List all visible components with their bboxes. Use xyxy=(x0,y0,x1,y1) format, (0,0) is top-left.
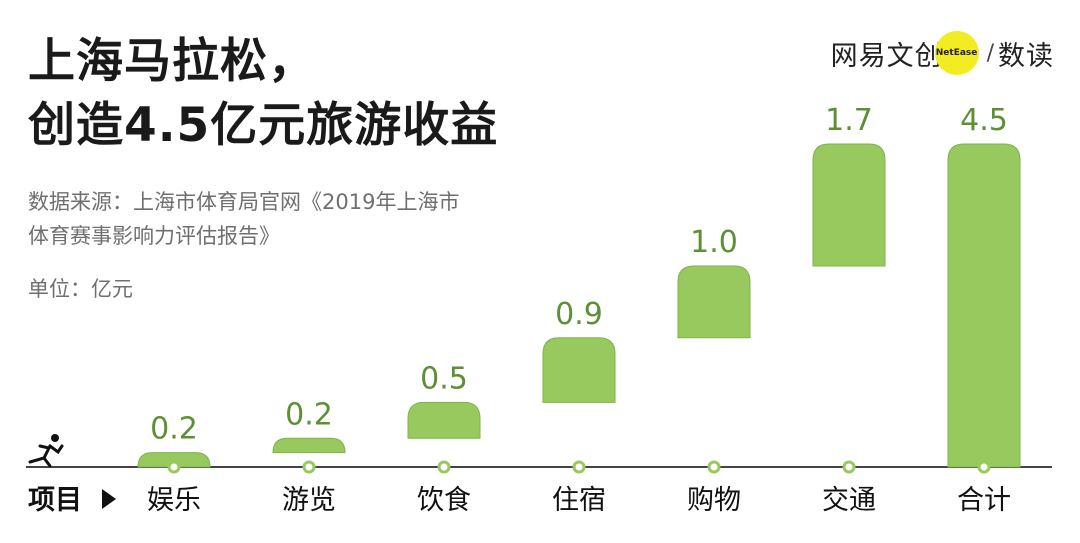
data-source: 数据来源：上海市体育局官网《2019年上海市 体育赛事影响力评估报告》 xyxy=(28,185,568,253)
bar-2 xyxy=(407,401,481,439)
value-label-5: 1.7 xyxy=(825,103,873,138)
category-label-0: 娱乐 xyxy=(147,485,201,516)
axis-dot-0 xyxy=(167,460,181,474)
bar-3 xyxy=(542,337,616,403)
value-label-0: 0.2 xyxy=(150,412,198,447)
axis-dot-6 xyxy=(977,460,991,474)
value-label-3: 0.9 xyxy=(555,297,603,332)
axis-dot-5 xyxy=(842,460,856,474)
bar-6 xyxy=(947,143,1021,468)
value-label-6: 4.5 xyxy=(960,103,1008,138)
category-label-1: 游览 xyxy=(282,485,336,516)
title-line-1: 上海马拉松， xyxy=(28,34,316,89)
category-label-5: 交通 xyxy=(822,485,876,516)
logo-badge: NetEase xyxy=(934,31,979,75)
category-label-2: 饮食 xyxy=(417,485,471,516)
title-line-2: 创造4.5亿元旅游收益 xyxy=(28,98,499,153)
value-label-2: 0.5 xyxy=(420,361,468,396)
axis-dot-2 xyxy=(437,460,451,474)
x-axis-header: 项目 xyxy=(28,485,82,516)
axis-dot-1 xyxy=(302,460,316,474)
value-label-1: 0.2 xyxy=(285,397,333,432)
triangle-right-icon xyxy=(102,489,116,509)
unit-label: 单位：亿元 xyxy=(28,277,133,301)
source-line-2: 体育赛事影响力评估报告》 xyxy=(28,224,280,248)
axis-dot-4 xyxy=(707,460,721,474)
chart-title: 上海马拉松， 创造4.5亿元旅游收益 xyxy=(28,30,498,158)
source-line-1: 数据来源：上海市体育局官网《2019年上海市 xyxy=(28,190,460,214)
netease-logo: 网易文创 NetEase / 数读 xyxy=(831,30,1054,76)
runner-icon xyxy=(28,434,64,468)
category-label-6: 合计 xyxy=(957,485,1011,516)
logo-brand: 网易文创 xyxy=(830,40,943,72)
category-label-3: 住宿 xyxy=(552,485,606,516)
logo-brand-2: 数读 xyxy=(998,40,1054,72)
bar-5 xyxy=(812,143,886,267)
category-label-4: 购物 xyxy=(687,485,741,516)
bar-0 xyxy=(137,452,211,468)
axis-dot-3 xyxy=(572,460,586,474)
value-label-4: 1.0 xyxy=(690,225,738,260)
logo-slash: / xyxy=(986,40,994,66)
bar-4 xyxy=(677,265,751,339)
bar-1 xyxy=(272,437,346,454)
